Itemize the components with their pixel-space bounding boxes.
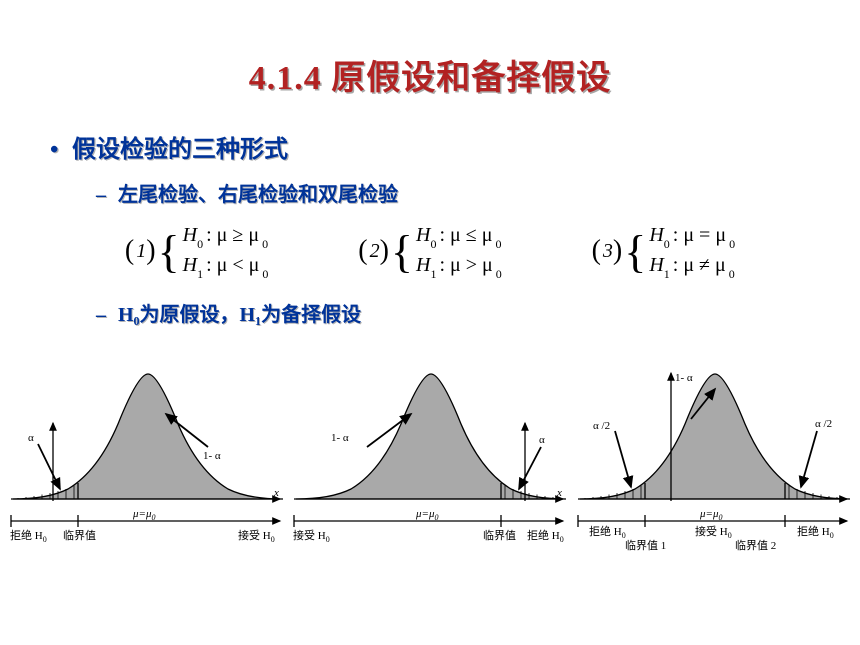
accept-label: 接受 H bbox=[695, 525, 728, 538]
h0-sub: 0 bbox=[664, 237, 670, 251]
h0-sym: H bbox=[649, 224, 663, 246]
bullet-level-2a: –左尾检验、右尾检验和双尾检验 bbox=[96, 178, 810, 207]
h0-sub: 0 bbox=[430, 237, 436, 251]
formula-2: (2) { H0: μ ≤ μ0 H1: μ > μ0 bbox=[358, 221, 501, 282]
h-sub: 0 bbox=[727, 531, 731, 540]
h1-rel: : μ > μ bbox=[436, 254, 495, 276]
alpha-label: α bbox=[539, 434, 545, 446]
h1-sub: 1 bbox=[664, 267, 670, 281]
alpha-label: α bbox=[28, 432, 34, 444]
mu-sub: 0 bbox=[435, 513, 439, 522]
svg-text:μ=μ0: μ=μ0 bbox=[132, 508, 155, 522]
h0-rsub: 0 bbox=[495, 237, 501, 251]
formula-1: (1) { H0: μ ≥ μ0 H1: μ < μ0 bbox=[125, 221, 268, 282]
dash-marker: – bbox=[96, 304, 118, 327]
h0-rsub: 0 bbox=[729, 237, 735, 251]
bullet-level-2b: –H₀为原假设，H₁为备择假设 bbox=[96, 298, 810, 327]
svg-text:接受 H0: 接受 H0 bbox=[293, 529, 330, 544]
svg-text:μ=μ0: μ=μ0 bbox=[415, 508, 438, 522]
left-tail-diagram: x α 1- α μ=μ0 拒绝 H0 临界值 接受 H0 bbox=[8, 359, 285, 579]
svg-text:μ=μ0: μ=μ0 bbox=[699, 508, 722, 522]
formula-num: 2 bbox=[370, 240, 380, 263]
h-sub: 0 bbox=[560, 535, 564, 544]
accept-label: 接受 H bbox=[293, 529, 326, 542]
mu-label: μ=μ bbox=[132, 508, 152, 520]
formula-num: 1 bbox=[136, 240, 146, 263]
one-minus-alpha-label: 1- α bbox=[203, 450, 221, 462]
bullet1-text: 假设检验的三种形式 bbox=[72, 137, 288, 163]
bullet2b-text: H₀为原假设，H₁为备择假设 bbox=[118, 304, 361, 326]
reject-label: 拒绝 H bbox=[589, 524, 622, 538]
h-sub: 0 bbox=[829, 531, 833, 540]
h-sub: 0 bbox=[326, 535, 330, 544]
alpha-half-label: α /2 bbox=[593, 420, 610, 432]
critical1-label: 临界值 1 bbox=[625, 538, 666, 552]
critical-label: 临界值 bbox=[63, 528, 96, 542]
h0-rel: : μ ≤ μ bbox=[436, 224, 495, 246]
one-minus-alpha-label: 1- α bbox=[331, 432, 349, 444]
diagram-row: x α 1- α μ=μ0 拒绝 H0 临界值 接受 H0 x 1- α α μ… bbox=[0, 341, 860, 579]
slide-title: 4.1.4 原假设和备择假设 bbox=[0, 0, 860, 99]
mu-sub: 0 bbox=[151, 513, 155, 522]
h0-rel: : μ ≥ μ bbox=[203, 224, 262, 246]
formula-row: (1) { H0: μ ≥ μ0 H1: μ < μ0 (2) { H0: μ … bbox=[50, 221, 810, 282]
svg-text:拒绝 H0: 拒绝 H0 bbox=[589, 524, 626, 540]
x-axis-label: x bbox=[556, 487, 562, 499]
svg-text:拒绝 H0: 拒绝 H0 bbox=[527, 528, 564, 544]
formula-num: 3 bbox=[603, 240, 613, 263]
two-tail-diagram: 1- α α /2 α /2 μ=μ0 拒绝 H0 接受 H0 拒绝 H0 临界… bbox=[575, 359, 852, 579]
h1-rsub: 0 bbox=[262, 267, 268, 281]
h0-rsub: 0 bbox=[262, 237, 268, 251]
svg-text:拒绝 H0: 拒绝 H0 bbox=[797, 524, 834, 540]
reject-label: 拒绝 H bbox=[527, 528, 560, 542]
critical-label: 临界值 bbox=[483, 528, 516, 542]
reject-label: 拒绝 H bbox=[797, 524, 830, 538]
mu-label: μ=μ bbox=[699, 508, 719, 520]
h1-sub: 1 bbox=[197, 267, 203, 281]
h1-rsub: 0 bbox=[729, 267, 735, 281]
svg-text:接受 H0: 接受 H0 bbox=[695, 525, 732, 540]
right-tail-diagram: x 1- α α μ=μ0 接受 H0 临界值 拒绝 H0 bbox=[291, 359, 568, 579]
critical2-label: 临界值 2 bbox=[735, 538, 776, 552]
x-axis-label: x bbox=[273, 487, 279, 499]
content-area: •假设检验的三种形式 –左尾检验、右尾检验和双尾检验 (1) { H0: μ ≥… bbox=[0, 99, 860, 327]
mu-sub: 0 bbox=[718, 513, 722, 522]
svg-text:拒绝 H0: 拒绝 H0 bbox=[10, 528, 47, 544]
accept-label: 接受 H bbox=[238, 529, 271, 542]
bullet-marker: • bbox=[50, 137, 72, 164]
h1-rel: : μ < μ bbox=[203, 254, 262, 276]
bullet2a-text: 左尾检验、右尾检验和双尾检验 bbox=[118, 184, 398, 206]
h1-sub: 1 bbox=[430, 267, 436, 281]
h-sub: 0 bbox=[43, 535, 47, 544]
h1-sym: H bbox=[416, 254, 430, 276]
one-minus-alpha-label: 1- α bbox=[675, 372, 693, 384]
h0-rel: : μ = μ bbox=[670, 224, 729, 246]
h1-rsub: 0 bbox=[496, 267, 502, 281]
alpha-half-label: α /2 bbox=[815, 418, 832, 430]
h-sub: 0 bbox=[271, 535, 275, 544]
dash-marker: – bbox=[96, 184, 118, 207]
h1-rel: : μ ≠ μ bbox=[670, 254, 729, 276]
bullet-level-1: •假设检验的三种形式 bbox=[50, 129, 810, 164]
formula-3: (3) { H0: μ = μ0 H1: μ ≠ μ0 bbox=[592, 221, 735, 282]
h0-sym: H bbox=[416, 224, 430, 246]
h-sub: 0 bbox=[621, 531, 625, 540]
h1-sym: H bbox=[649, 254, 663, 276]
reject-label: 拒绝 H bbox=[10, 528, 43, 542]
h0-sym: H bbox=[183, 224, 197, 246]
svg-text:接受 H0: 接受 H0 bbox=[238, 529, 275, 544]
mu-label: μ=μ bbox=[415, 508, 435, 520]
h0-sub: 0 bbox=[197, 237, 203, 251]
h1-sym: H bbox=[183, 254, 197, 276]
